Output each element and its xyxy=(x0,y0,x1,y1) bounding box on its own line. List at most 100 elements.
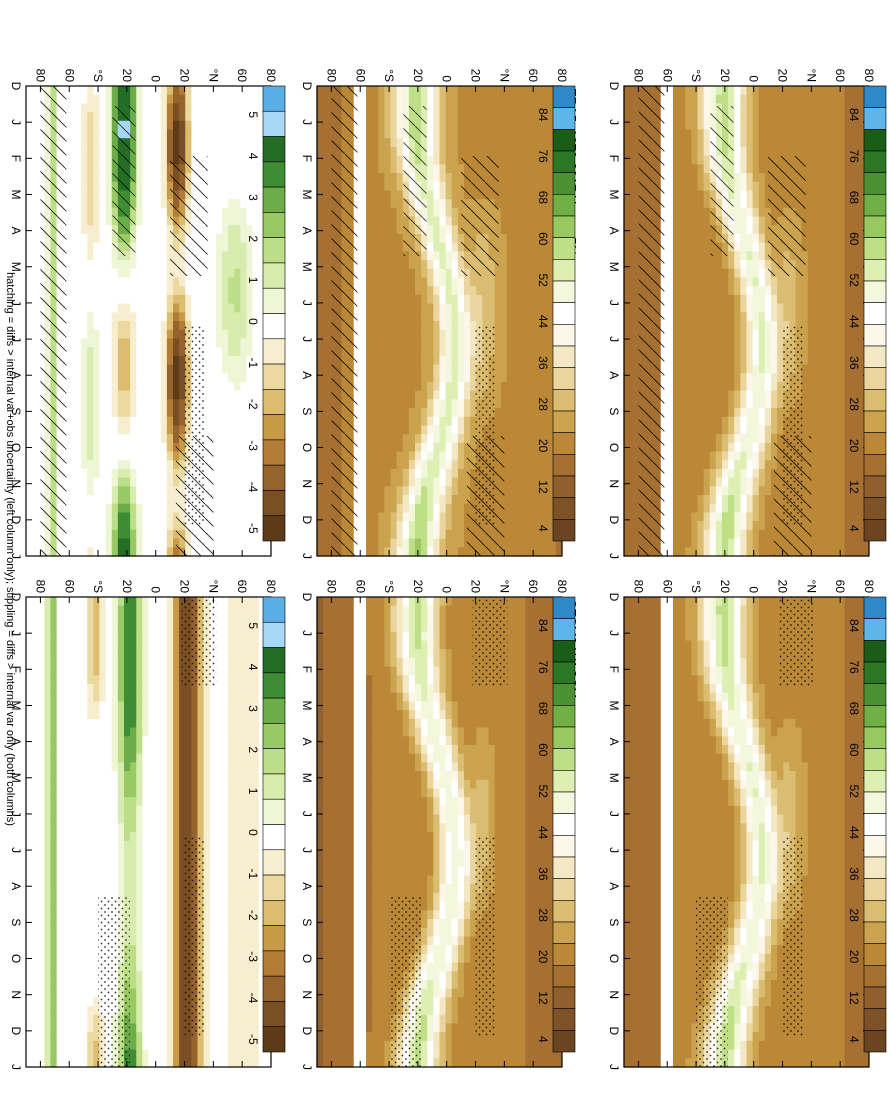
heatmap-cell xyxy=(678,146,686,157)
heatmap-cell xyxy=(696,744,704,755)
heatmap-cell xyxy=(666,268,673,279)
heatmap-cell xyxy=(690,460,698,470)
heatmap-cell xyxy=(371,112,379,122)
heatmap-cell xyxy=(819,512,827,522)
heatmap-cell xyxy=(709,355,716,366)
heatmap-cell xyxy=(807,727,814,737)
heatmap-cell xyxy=(690,710,698,720)
heatmap-cell xyxy=(807,347,814,357)
heatmap-cell xyxy=(660,1049,667,1059)
heatmap-cell xyxy=(813,242,820,252)
heatmap-cell xyxy=(752,181,759,192)
heatmap-cell xyxy=(365,112,373,122)
heatmap-cell xyxy=(709,503,716,514)
heatmap-cell xyxy=(788,814,796,824)
heatmap-cell xyxy=(837,1032,845,1042)
heatmap-cell xyxy=(451,155,458,165)
heatmap-cell xyxy=(733,468,741,479)
heatmap-cell xyxy=(819,112,827,122)
heatmap-cell xyxy=(739,233,747,244)
heatmap-cell xyxy=(672,919,680,929)
heatmap-cell xyxy=(709,849,716,859)
heatmap-cell xyxy=(739,692,747,703)
heatmap-cell xyxy=(629,547,637,557)
heatmap-cell xyxy=(654,962,661,972)
heatmap-cell xyxy=(825,710,833,720)
heatmap-cell xyxy=(831,744,839,755)
heatmap-cell xyxy=(641,927,649,938)
heatmap-cell xyxy=(837,321,845,331)
heatmap-cell xyxy=(776,962,784,972)
heatmap-cell xyxy=(727,962,735,972)
heatmap-cell xyxy=(739,190,747,200)
heatmap-cell xyxy=(678,338,686,348)
heatmap-cell xyxy=(745,692,753,703)
heatmap-cell xyxy=(825,823,833,833)
heatmap-cell xyxy=(850,512,857,522)
heatmap-cell xyxy=(856,399,863,409)
heatmap-cell xyxy=(684,797,692,807)
heatmap-cell xyxy=(776,408,784,418)
heatmap-cell xyxy=(629,225,637,235)
heatmap-cell xyxy=(758,477,765,487)
heatmap-cell xyxy=(850,814,857,824)
heatmap-cell xyxy=(837,823,845,833)
heatmap-cell xyxy=(690,512,698,522)
heatmap-cell xyxy=(850,538,857,548)
heatmap-cell xyxy=(745,425,753,435)
heatmap-cell xyxy=(819,233,827,244)
x-tick-label: A xyxy=(607,227,621,235)
heatmap-cell xyxy=(758,1040,765,1051)
heatmap-cell xyxy=(445,112,452,122)
heatmap-cell xyxy=(819,399,827,409)
heatmap-cell xyxy=(703,173,710,183)
y-tick-label: 0 xyxy=(747,586,761,593)
heatmap-cell xyxy=(739,1058,747,1068)
heatmap-cell xyxy=(733,486,741,496)
heatmap-cell xyxy=(684,503,692,514)
heatmap-cell xyxy=(457,120,464,131)
heatmap-cell xyxy=(629,112,637,122)
heatmap-cell xyxy=(703,718,710,729)
heatmap-cell xyxy=(807,805,814,816)
heatmap-cell xyxy=(770,927,778,938)
heatmap-cell xyxy=(715,373,722,383)
heatmap-cell xyxy=(432,129,440,139)
heatmap-cell xyxy=(733,858,741,868)
heatmap-cell xyxy=(647,701,655,711)
heatmap-cell xyxy=(690,260,698,270)
heatmap-cell xyxy=(512,181,520,192)
heatmap-cell xyxy=(739,901,747,911)
heatmap-cell xyxy=(629,858,637,868)
heatmap-cell xyxy=(709,460,716,470)
heatmap-cell xyxy=(690,640,698,650)
heatmap-cell xyxy=(666,442,673,453)
heatmap-cell xyxy=(758,503,765,514)
heatmap-cell xyxy=(322,181,330,192)
heatmap-cell xyxy=(764,919,771,929)
heatmap-cell xyxy=(377,181,385,192)
heatmap-cell xyxy=(543,138,550,148)
heatmap-cell xyxy=(715,329,722,340)
heatmap-cell xyxy=(703,597,710,607)
heatmap-cell xyxy=(794,736,802,746)
heatmap-cell xyxy=(629,849,637,859)
heatmap-cell xyxy=(371,103,379,113)
heatmap-cell xyxy=(512,94,520,104)
heatmap-cell xyxy=(776,718,784,729)
heatmap-cell xyxy=(396,190,403,200)
heatmap-cell xyxy=(837,866,845,877)
heatmap-cell xyxy=(690,120,698,131)
heatmap-cell xyxy=(850,1023,857,1033)
heatmap-cell xyxy=(703,512,710,522)
heatmap-cell xyxy=(678,94,686,104)
heatmap-cell xyxy=(837,451,845,461)
heatmap-cell xyxy=(322,120,330,131)
heatmap-cell xyxy=(371,94,379,104)
heatmap-cell xyxy=(807,94,814,104)
heatmap-cell xyxy=(721,684,729,694)
heatmap-cell xyxy=(764,451,771,461)
heatmap-cell xyxy=(764,736,771,746)
heatmap-cell xyxy=(776,901,784,911)
heatmap-cell xyxy=(825,927,833,938)
